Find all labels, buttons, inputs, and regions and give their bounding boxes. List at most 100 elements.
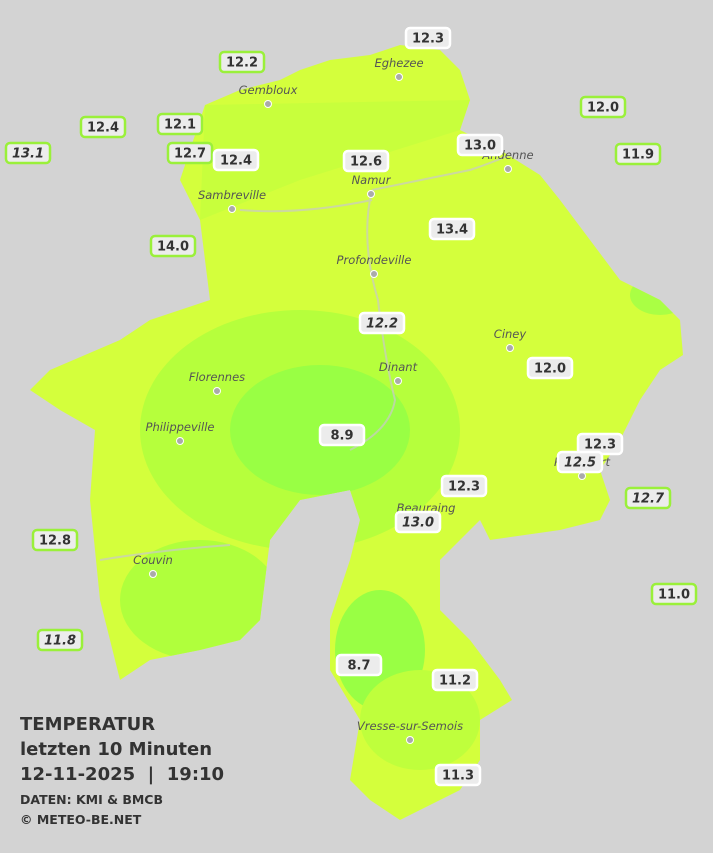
city-label: Eghezee — [374, 56, 423, 70]
station-box — [614, 142, 662, 166]
station: 14.0 — [149, 234, 197, 258]
station-value: 12.4 — [220, 154, 252, 169]
city-dot — [395, 73, 403, 81]
station-value: 12.2 — [226, 56, 258, 71]
station-value: 12.8 — [39, 534, 71, 549]
station-box — [428, 217, 476, 241]
city-label: Florennes — [189, 370, 245, 384]
station-box — [456, 133, 504, 157]
station-value: 12.5 — [564, 456, 596, 471]
station-value: 11.8 — [44, 634, 76, 649]
station-box — [526, 356, 574, 380]
station: 12.3 — [404, 26, 452, 50]
station: 11.2 — [431, 668, 479, 692]
station-value: 12.7 — [632, 492, 665, 507]
station: 12.2 — [218, 50, 266, 74]
station-box — [394, 510, 442, 534]
city-label: Sambreville — [198, 188, 266, 202]
city-dot — [176, 437, 184, 445]
station-value: 12.1 — [164, 118, 196, 133]
city-dot — [367, 190, 375, 198]
city-dot — [370, 270, 378, 278]
station-box — [434, 763, 482, 787]
station: 11.0 — [650, 582, 698, 606]
city-dot — [149, 570, 157, 578]
station: 12.4 — [79, 115, 127, 139]
station-box — [318, 423, 366, 447]
station-box — [431, 668, 479, 692]
station-value: 12.0 — [587, 101, 619, 116]
station-value: 12.6 — [350, 155, 382, 170]
station-box — [36, 628, 84, 652]
station: 12.7 — [166, 141, 214, 165]
city-label: Gembloux — [239, 83, 298, 97]
station-value: 12.3 — [584, 438, 616, 453]
city-label: Vresse-sur-Semois — [357, 719, 463, 733]
station-box — [212, 148, 260, 172]
station-value: 11.9 — [622, 148, 654, 163]
station-value: 12.3 — [412, 32, 444, 47]
station-value: 12.2 — [366, 317, 398, 332]
legend-title: TEMPERATUR — [20, 714, 155, 735]
station-value: 8.9 — [330, 429, 353, 444]
station: 12.6 — [342, 149, 390, 173]
station: 12.2 — [358, 311, 406, 335]
city-label: Ciney — [494, 327, 527, 341]
city-label: Namur — [352, 173, 392, 187]
legend: TEMPERATUR letzten 10 Minuten 12-11-2025… — [20, 714, 224, 827]
station-value: 12.0 — [534, 362, 566, 377]
station-box — [404, 26, 452, 50]
station-box — [342, 149, 390, 173]
station: 8.7 — [335, 653, 383, 677]
city-label: Profondeville — [337, 253, 412, 267]
city-dot — [504, 165, 512, 173]
station-value: 13.4 — [436, 223, 468, 238]
legend-subtitle: letzten 10 Minuten — [20, 739, 212, 760]
station-box — [156, 112, 204, 136]
station-value: 11.2 — [439, 674, 471, 689]
city-dot — [506, 344, 514, 352]
station-value: 12.7 — [174, 147, 206, 162]
city-dot — [264, 100, 272, 108]
station-box — [335, 653, 383, 677]
city-dot — [578, 472, 586, 480]
station: 11.8 — [36, 628, 84, 652]
station: 13.4 — [428, 217, 476, 241]
legend-datetime: 12-11-2025 | 19:10 — [20, 764, 224, 785]
station-box — [440, 474, 488, 498]
city-dot — [228, 205, 236, 213]
station: 12.1 — [156, 112, 204, 136]
station-box — [79, 115, 127, 139]
station: 12.8 — [31, 528, 79, 552]
city-label: Dinant — [379, 360, 418, 374]
station-box — [579, 95, 627, 119]
station: 13.0 — [394, 510, 442, 534]
station: 12.0 — [579, 95, 627, 119]
station: 12.7 — [624, 486, 672, 510]
station: 8.9 — [318, 423, 366, 447]
city-dot — [213, 387, 221, 395]
station: 13.0 — [456, 133, 504, 157]
station: 13.1 — [4, 141, 52, 165]
city-dot — [394, 377, 402, 385]
city-label: Philippeville — [146, 420, 215, 434]
station: 12.0 — [526, 356, 574, 380]
station-box — [31, 528, 79, 552]
city-dot — [406, 736, 414, 744]
station: 11.3 — [434, 763, 482, 787]
legend-copyright: © METEO-BE.NET — [20, 812, 142, 827]
station-box — [650, 582, 698, 606]
station-box — [4, 141, 52, 165]
station-value: 13.0 — [402, 516, 434, 531]
station-value: 11.3 — [442, 769, 474, 784]
legend-source: DATEN: KMI & BMCB — [20, 792, 163, 807]
station-box — [624, 486, 672, 510]
station-value: 8.7 — [347, 659, 370, 674]
city-label: Couvin — [133, 553, 173, 567]
station-value: 12.4 — [87, 121, 119, 136]
station-box — [166, 141, 214, 165]
station: 11.9 — [614, 142, 662, 166]
station: 12.5 — [556, 450, 604, 474]
station-box — [556, 450, 604, 474]
